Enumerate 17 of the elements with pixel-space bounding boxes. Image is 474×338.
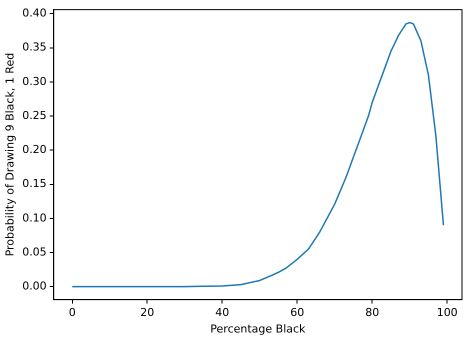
y-tick-label: 0.30 [22,74,47,88]
y-tick-label: 0.05 [22,245,47,258]
x-tick-label: 100 [436,306,458,320]
x-axis-title: Percentage Black [210,322,306,336]
x-tick-label: 0 [68,306,76,320]
x-tick-label: 80 [365,306,380,320]
y-tick-label: 0.40 [22,6,47,20]
y-tick-label: 0.20 [22,143,47,156]
y-tick-label: 0.00 [22,279,47,292]
x-tick-label: 40 [215,306,230,320]
x-tick-label: 20 [140,306,154,320]
x-tick-label: 60 [290,306,304,320]
y-axis-title: Probability of Drawing 9 Black, 1 Red [3,52,16,256]
y-tick-label: 0.25 [22,108,47,122]
y-tick-label: 0.35 [22,40,47,54]
y-tick-label: 0.10 [22,211,47,224]
y-tick-label: 0.15 [22,177,47,190]
